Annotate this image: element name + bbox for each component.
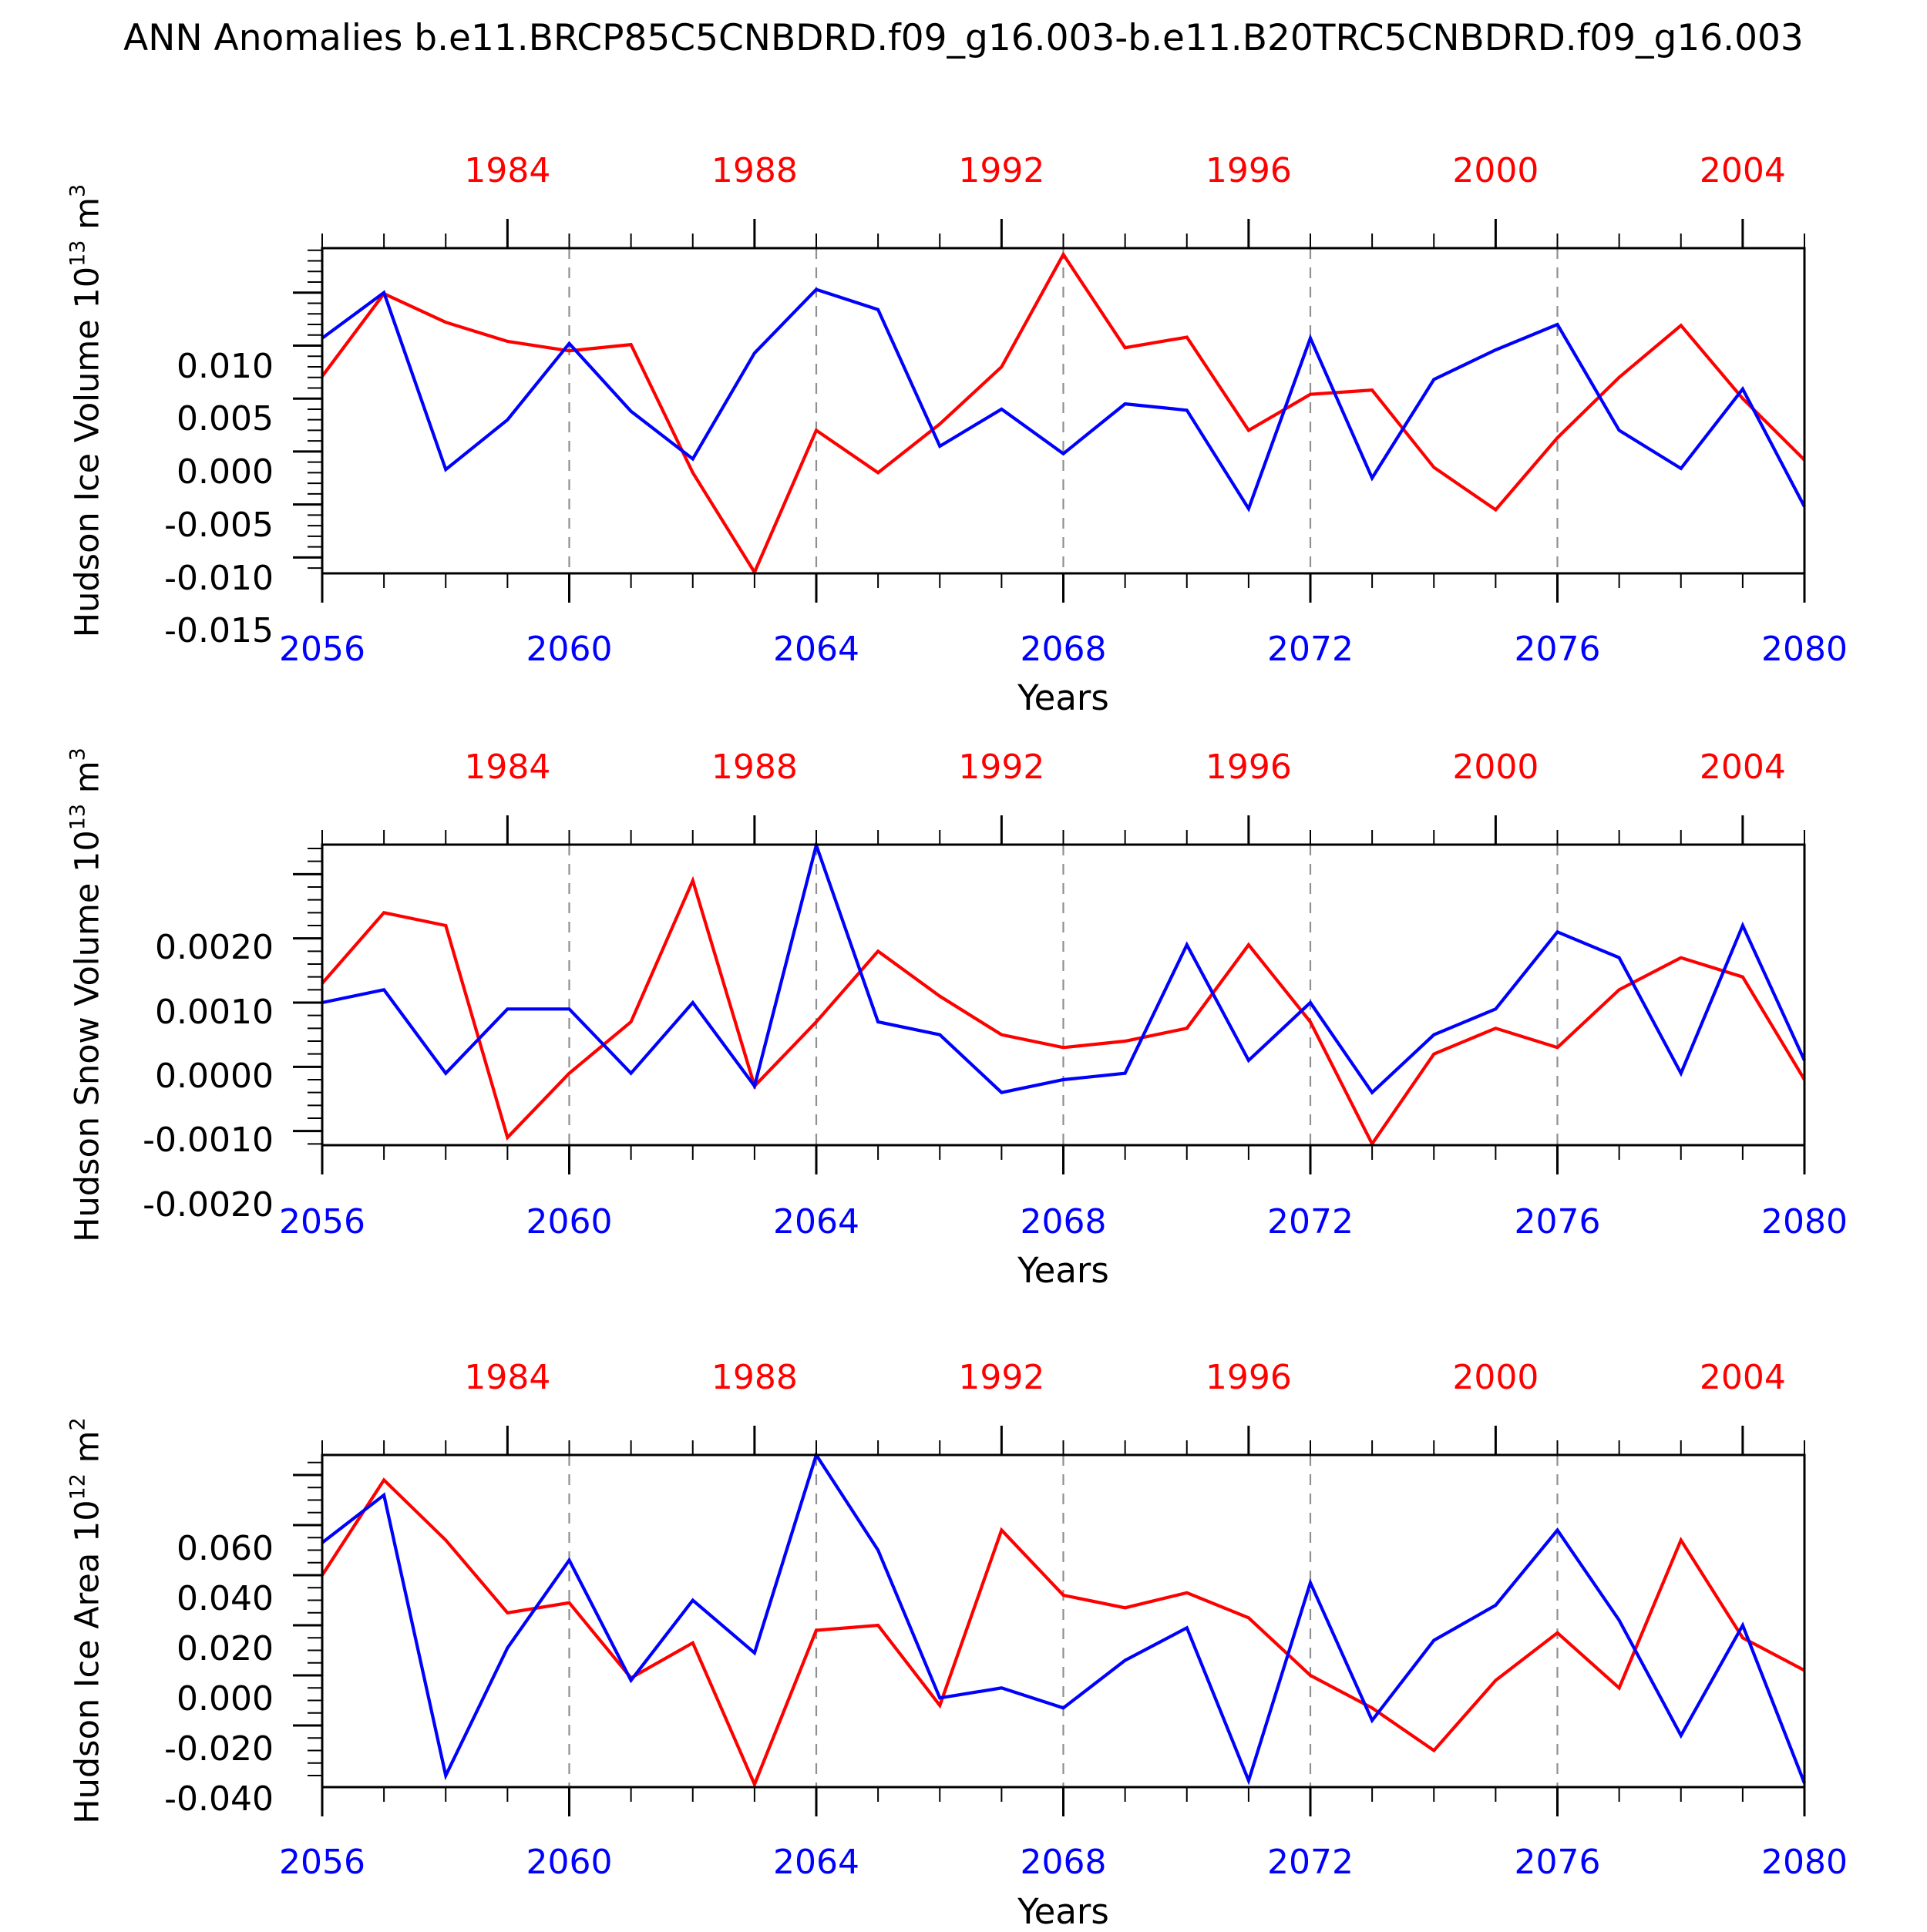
y-tick-label: 0.005	[177, 399, 274, 439]
top-axis-year-label: 1992	[958, 1358, 1045, 1397]
bottom-axis-year-label: 2056	[279, 1843, 365, 1882]
blue-series-line	[321, 1451, 1806, 1786]
top-axis-year-label: 2000	[1452, 1358, 1539, 1397]
bottom-axis-year-label: 2076	[1514, 630, 1601, 669]
bottom-axis-year-label: 2072	[1267, 1843, 1354, 1882]
bottom-axis-year-label: 2076	[1514, 1843, 1601, 1882]
top-axis-year-label: 2000	[1452, 748, 1539, 787]
y-tick-label: -0.015	[164, 611, 274, 651]
y-tick-label: 0.0020	[155, 928, 274, 968]
bottom-axis-year-label: 2080	[1761, 1202, 1848, 1242]
bottom-axis-year-label: 2068	[1020, 1202, 1107, 1242]
bottom-axis-year-label: 2072	[1267, 1202, 1354, 1242]
y-tick-label: -0.0020	[143, 1184, 274, 1225]
panel2-yaxis-title: Hudson Snow Volume 1013 m3	[66, 748, 107, 1242]
y-tick-label: -0.0010	[143, 1121, 274, 1161]
bottom-axis-year-label: 2076	[1514, 1202, 1601, 1242]
y-tick-label: 0.040	[177, 1579, 274, 1618]
panel2-top-year-labels: 1984 1988 1992 1996 2000 2004	[0, 748, 1927, 788]
top-axis-year-label: 1996	[1205, 748, 1292, 787]
panel1-bottom-year-labels: 2056 2060 2064 2068 2072 2076 2080	[0, 630, 1927, 670]
top-axis-year-label: 2004	[1699, 151, 1786, 190]
panel3-xaxis-caption: Years	[1017, 1891, 1109, 1932]
top-axis-year-label: 1984	[464, 151, 551, 190]
legend-brcp85: b.e11.BRCP85C5CNBDRD.f09_g16.003	[0, 37, 964, 74]
panel2-bottom-year-labels: 2056 2060 2064 2068 2072 2076 2080	[0, 1202, 1927, 1242]
panel1-top-year-labels: 1984 1988 1992 1996 2000 2004	[0, 151, 1927, 191]
top-axis-year-label: 2004	[1699, 748, 1786, 787]
top-axis-year-label: 1996	[1205, 151, 1292, 190]
y-tick-label: 0.0000	[155, 1057, 274, 1096]
legend-b20tr: b.e11.B20TRC5CNBDRD.f09_g16.003	[0, 0, 964, 37]
panel3-yaxis-title: Hudson Ice Area 1012 m2	[66, 1417, 107, 1824]
top-axis-year-label: 1984	[464, 1358, 551, 1397]
y-tick-label: -0.020	[164, 1729, 274, 1769]
bottom-axis-year-label: 2056	[279, 630, 365, 669]
bottom-axis-year-label: 2064	[773, 630, 859, 669]
bottom-axis-year-label: 2056	[279, 1202, 365, 1242]
panel1-xaxis-caption: Years	[1017, 677, 1109, 718]
bottom-axis-year-label: 2080	[1761, 1843, 1848, 1882]
bottom-axis-year-label: 2060	[526, 1843, 613, 1882]
top-axis-year-label: 1992	[958, 748, 1045, 787]
panel2-xaxis-caption: Years	[1017, 1250, 1109, 1291]
top-axis-year-label: 1988	[711, 1358, 798, 1397]
bottom-axis-year-label: 2080	[1761, 630, 1848, 669]
bottom-axis-year-label: 2064	[773, 1843, 859, 1882]
y-tick-label: 0.060	[177, 1529, 274, 1568]
top-axis-year-label: 2004	[1699, 1358, 1786, 1397]
y-tick-label: 0.020	[177, 1629, 274, 1669]
y-tick-label: 0.010	[177, 346, 274, 386]
y-tick-label: -0.040	[164, 1779, 274, 1819]
plot-box	[321, 1453, 1806, 1789]
top-axis-year-label: 1988	[711, 151, 798, 190]
top-axis-year-label: 2000	[1452, 151, 1539, 190]
blue-series-line	[321, 287, 1806, 512]
bottom-axis-year-label: 2064	[773, 1202, 859, 1242]
bottom-axis-year-label: 2072	[1267, 630, 1354, 669]
top-axis-year-label: 1988	[711, 748, 798, 787]
y-tick-label: 0.0010	[155, 992, 274, 1032]
panel3-bottom-year-labels: 2056 2060 2064 2068 2072 2076 2080	[0, 1843, 1927, 1883]
top-axis-year-label: 1992	[958, 151, 1045, 190]
bottom-axis-year-label: 2068	[1020, 1843, 1107, 1882]
blue-series-line	[321, 839, 1806, 1095]
red-series-line	[321, 1477, 1805, 1789]
panel1-yaxis-title: Hudson Ice Volume 1013 m3	[66, 183, 107, 638]
bottom-axis-year-label: 2068	[1020, 630, 1107, 669]
panel3-top-year-labels: 1984 1988 1992 1996 2000 2004	[0, 1358, 1927, 1398]
y-tick-label: -0.010	[164, 558, 274, 598]
red-series-line	[321, 875, 1806, 1147]
bottom-axis-year-label: 2060	[526, 630, 613, 669]
red-series-line	[321, 251, 1806, 576]
top-axis-year-label: 1984	[464, 748, 551, 787]
y-tick-label: 0.000	[177, 1679, 274, 1719]
y-tick-label: -0.005	[164, 505, 274, 545]
bottom-axis-year-label: 2060	[526, 1202, 613, 1242]
page-title: ANN Anomalies b.e11.BRCP85C5CNBDRD.f09_g…	[123, 17, 1804, 59]
top-axis-year-label: 1996	[1205, 1358, 1292, 1397]
y-tick-label: 0.000	[177, 452, 274, 492]
